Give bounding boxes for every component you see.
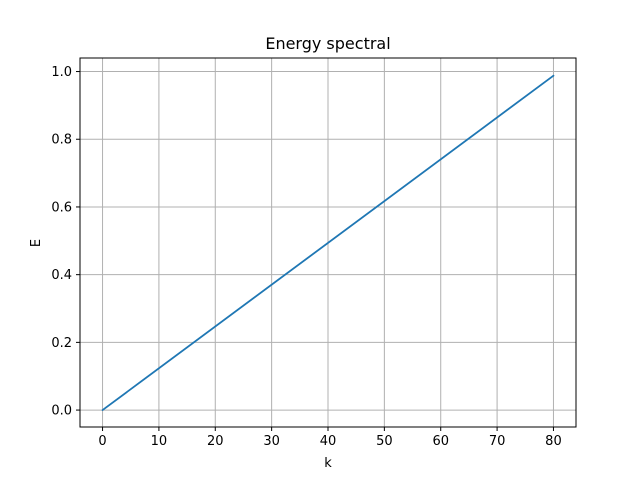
- y-tick-label: 0.6: [51, 200, 72, 215]
- x-tick-label: 40: [320, 434, 337, 449]
- y-tick-label: 1.0: [51, 65, 72, 80]
- x-tick-label: 20: [207, 434, 224, 449]
- y-tick-label: 0.4: [51, 268, 72, 283]
- x-tick-label: 0: [98, 434, 106, 449]
- y-tick-label: 0.0: [51, 404, 72, 419]
- x-tick-label: 30: [263, 434, 280, 449]
- x-axis-label: k: [324, 456, 332, 471]
- tick-marks: [76, 71, 554, 431]
- y-tick-label: 0.8: [51, 133, 72, 148]
- x-tick-label: 70: [489, 434, 506, 449]
- x-tick-label: 80: [545, 434, 562, 449]
- x-tick-label: 10: [151, 434, 168, 449]
- x-tick-label: 60: [432, 434, 449, 449]
- series-layer: [101, 74, 555, 411]
- x-tick-label: 50: [376, 434, 393, 449]
- grid-lines: [80, 58, 576, 427]
- y-axis-label: E: [29, 239, 44, 247]
- chart-title: Energy spectral: [265, 34, 390, 53]
- tick-labels: 0 10 20 30 40 50 60 70 80 0.0 0.2 0.4 0.6 0.8 1.0: [51, 65, 561, 449]
- series-line: [101, 74, 555, 411]
- y-tick-label: 0.2: [51, 336, 72, 351]
